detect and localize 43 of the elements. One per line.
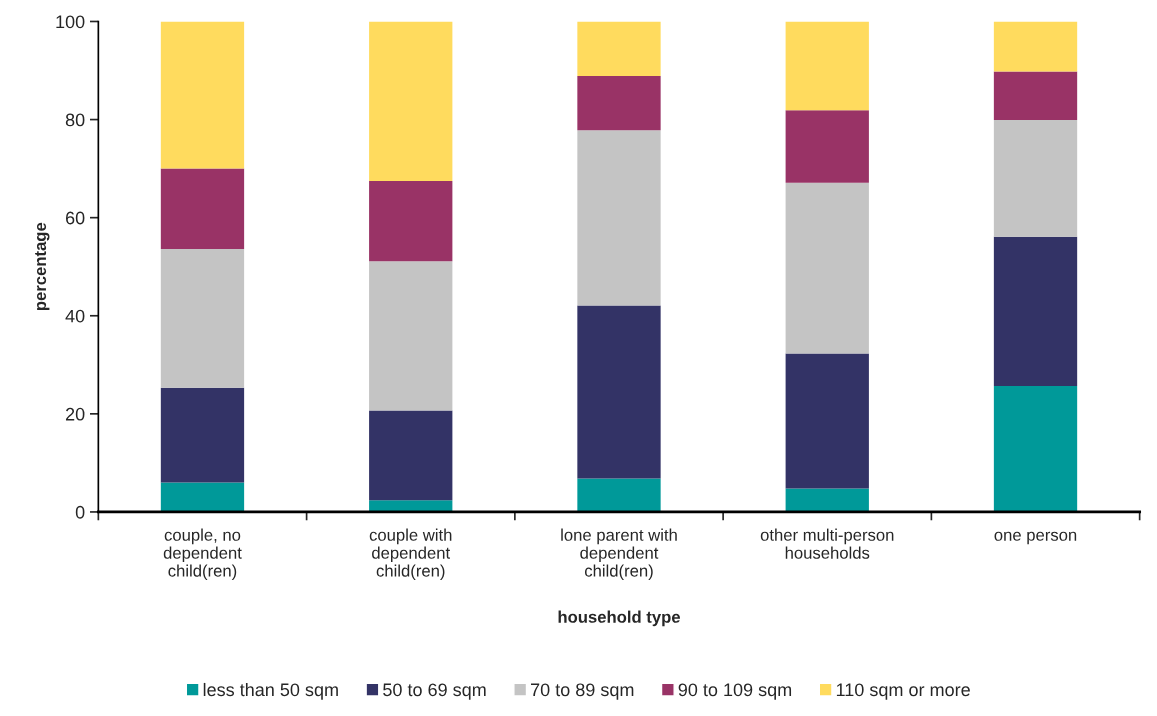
legend-label: 90 to 109 sqm <box>678 683 792 700</box>
bar <box>160 168 245 250</box>
bar <box>369 261 453 411</box>
y-tick-label: 40 <box>65 309 85 323</box>
bar <box>785 110 869 183</box>
y-tick-label: 100 <box>56 15 85 29</box>
bar <box>785 353 869 489</box>
bar <box>369 500 453 512</box>
bar <box>993 21 1078 72</box>
bar <box>993 71 1078 121</box>
bar <box>993 385 1078 512</box>
bar <box>160 482 245 512</box>
y-tick-label: 20 <box>65 407 85 421</box>
bar <box>993 120 1078 237</box>
legend-label: less than 50 sqm <box>203 682 338 700</box>
x-tick-label: couple with dependent child(ren) <box>369 528 452 581</box>
x-tick-label: one person <box>994 531 1077 545</box>
bar <box>577 21 661 76</box>
bar <box>993 236 1078 386</box>
bar <box>577 478 661 512</box>
y-tick-label: 60 <box>65 211 85 225</box>
bar <box>160 21 245 169</box>
bar <box>369 410 453 501</box>
x-tick-label: other multi-person households <box>760 528 894 559</box>
bar <box>785 21 869 111</box>
bar <box>577 75 661 131</box>
bar <box>160 387 245 483</box>
legend-label: 50 to 69 sqm <box>383 683 486 700</box>
legend-label: 70 to 89 sqm <box>531 683 634 700</box>
bar <box>369 21 453 181</box>
x-tick-label: couple, no dependent child(ren) <box>163 528 242 581</box>
bar <box>785 488 869 512</box>
bar <box>369 180 453 262</box>
x-axis-title: household type <box>558 610 681 627</box>
bar <box>577 130 661 306</box>
y-tick-label: 80 <box>65 113 85 127</box>
bar <box>160 249 245 388</box>
bar <box>785 182 869 354</box>
bar <box>577 305 661 479</box>
legend-label: 110 sqm or more <box>836 683 970 700</box>
y-tick-label: 0 <box>75 505 85 519</box>
y-axis-title: percentage <box>35 222 50 311</box>
x-tick-label: lone parent with dependent child(ren) <box>561 528 677 581</box>
